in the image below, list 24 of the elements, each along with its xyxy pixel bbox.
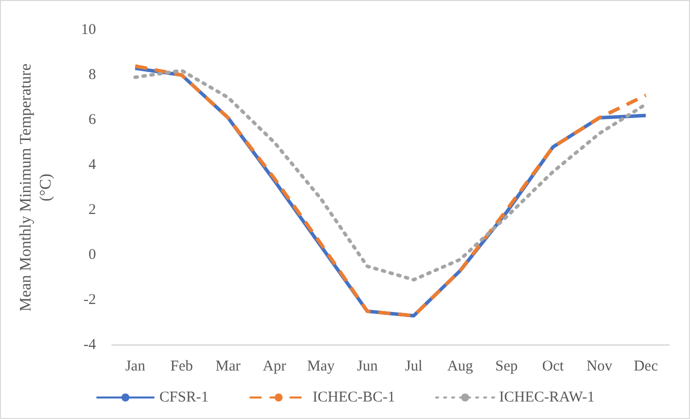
x-tick-label: Feb	[170, 358, 193, 374]
x-tick-label: Mar	[216, 358, 241, 374]
x-tick-label: Nov	[586, 358, 613, 374]
legend-label: ICHEC-RAW-1	[499, 390, 595, 406]
x-tick-label: Jul	[404, 358, 422, 374]
x-tick-label: Jan	[125, 358, 146, 374]
y-tick-label: -4	[84, 337, 96, 353]
y-tick-label: 8	[88, 67, 96, 83]
y-tick-label: 4	[88, 157, 96, 173]
y-tick-label: -2	[84, 292, 96, 308]
x-tick-label: Sep	[495, 358, 518, 374]
y-tick-label: 6	[88, 112, 96, 128]
x-tick-label: Apr	[262, 358, 286, 374]
x-tick-label: Aug	[447, 358, 474, 374]
legend-label: ICHEC-BC-1	[312, 390, 396, 406]
x-tick-label: May	[307, 358, 336, 374]
y-tick-label: 10	[81, 22, 96, 38]
y-axis-title: Mean Monthly Minimum Temperature (°C)	[18, 64, 54, 312]
x-tick-label: Oct	[542, 358, 565, 374]
legend-label: CFSR-1	[159, 390, 209, 406]
x-tick-label: Jun	[356, 358, 378, 374]
y-tick-label: 2	[88, 202, 96, 218]
y-tick-label: 0	[88, 247, 96, 263]
x-tick-label: Dec	[634, 358, 658, 374]
